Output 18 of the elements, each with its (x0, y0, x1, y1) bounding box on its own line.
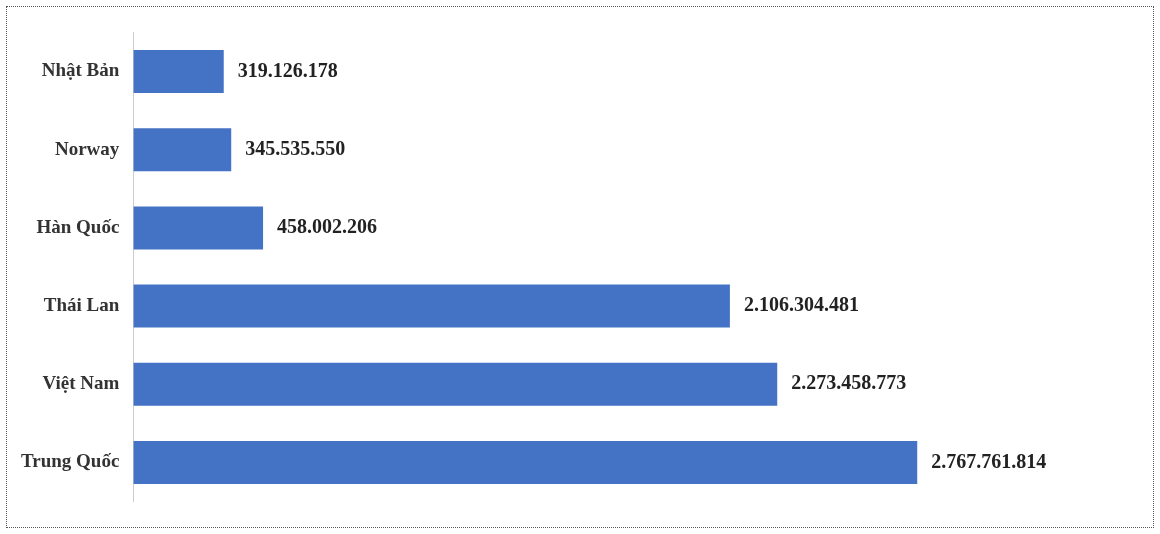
bar (133, 362, 778, 406)
y-tick-label: Thái Lan (43, 294, 120, 316)
bar (133, 284, 730, 328)
data-label: 2.767.761.814 (931, 449, 1047, 472)
data-label: 345.535.550 (245, 136, 346, 159)
data-label: 2.273.458.773 (791, 371, 907, 394)
bar (133, 441, 918, 485)
data-label: 458.002.206 (277, 215, 378, 238)
y-tick-label: Hàn Quốc (36, 215, 120, 237)
bar (133, 206, 264, 250)
data-label: 319.126.178 (237, 58, 338, 81)
y-tick-label: Norway (54, 137, 120, 159)
bar (133, 128, 232, 172)
bar (133, 50, 224, 94)
data-label: 2.106.304.481 (743, 293, 859, 316)
y-tick-label: Trung Quốc (21, 450, 120, 472)
y-tick-label: Nhật Bản (41, 59, 120, 81)
y-tick-label: Việt Nam (42, 372, 120, 394)
